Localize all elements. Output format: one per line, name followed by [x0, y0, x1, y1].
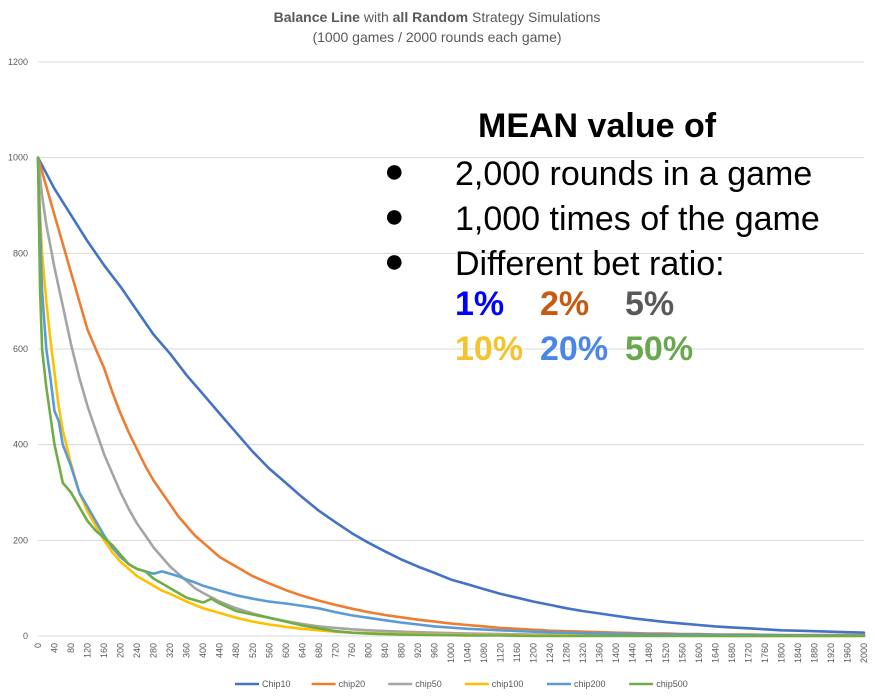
y-tick-label: 1000: [8, 153, 28, 163]
x-tick-label: 880: [396, 643, 406, 658]
x-tick-label: 840: [380, 643, 390, 658]
x-tick-label: 1760: [760, 643, 770, 663]
chart-subtitle: (1000 games / 2000 rounds each game): [312, 29, 561, 45]
x-tick-label: 120: [83, 643, 93, 658]
x-tick-label: 1800: [776, 643, 786, 663]
ratio-label: 5%: [625, 285, 674, 323]
x-tick-label: 1080: [479, 643, 489, 663]
chart-title-part: with: [360, 9, 393, 25]
x-tick-label: 2000: [859, 643, 869, 663]
x-tick-label: 40: [50, 643, 60, 653]
x-tick-label: 1640: [710, 643, 720, 663]
ratio-label: 50%: [625, 330, 693, 368]
x-tick-label: 1320: [578, 643, 588, 663]
series-line-chip200: [36, 156, 866, 637]
legend-label: chip100: [492, 679, 524, 689]
chart-title-part: Balance Line: [274, 9, 361, 25]
x-tick-label: 1000: [446, 643, 456, 663]
x-tick-label: 760: [347, 643, 357, 658]
y-tick-label: 0: [23, 631, 28, 641]
annotation-bullet: 2,000 rounds in a game: [455, 155, 812, 193]
chart-title-part: Strategy Simulations: [468, 9, 600, 25]
x-tick-label: 720: [330, 643, 340, 658]
x-tick-label: 280: [149, 643, 159, 658]
annotation-bullet: Different bet ratio:: [455, 245, 725, 283]
legend: Chip10 chip20 chip50 chip100 chip200 chip500: [235, 679, 688, 689]
x-tick-label: 520: [248, 643, 258, 658]
legend-label: chip50: [415, 679, 442, 689]
x-tick-label: 440: [215, 643, 225, 658]
x-tick-label: 1880: [809, 643, 819, 663]
x-tick-label: 200: [116, 643, 126, 658]
series-line-chip10: [36, 156, 866, 635]
x-tick-label: 1520: [661, 643, 671, 663]
x-tick-label: 1120: [496, 643, 506, 662]
bullet-dot: ●: [384, 197, 405, 235]
x-tick-label: 1240: [545, 643, 555, 663]
x-tick-label: 360: [182, 643, 192, 658]
x-tick-label: 1360: [595, 643, 605, 663]
ratio-label: 20%: [540, 330, 608, 368]
x-tick-label: 1840: [793, 643, 803, 663]
x-tick-label: 1040: [463, 643, 473, 663]
x-tick-label: 400: [198, 643, 208, 658]
x-tick-label: 480: [231, 643, 241, 658]
x-tick-label: 1960: [842, 643, 852, 663]
legend-label: chip20: [339, 679, 366, 689]
bullet-dot: ●: [384, 152, 405, 190]
annotation-heading: MEAN value of: [478, 107, 717, 145]
series-line-chip500: [36, 156, 866, 638]
x-tick-label: 960: [429, 643, 439, 658]
annotation-bullet: 1,000 times of the game: [455, 200, 820, 238]
legend-label: Chip10: [262, 679, 291, 689]
x-tick-label: 1440: [628, 643, 638, 663]
x-tick-label: 800: [363, 643, 373, 658]
ratio-label: 1%: [455, 285, 504, 323]
ratio-label: 2%: [540, 285, 589, 323]
x-tick-label: 1200: [529, 643, 539, 663]
x-axis-ticks: 0 40 80 120 160 200 240 280 320 360 400 440 480 520 56…: [33, 643, 869, 663]
y-tick-label: 800: [13, 248, 28, 258]
legend-label: chip200: [574, 679, 606, 689]
annotation-box: MEAN value of ● 2,000 rounds in a game ● 1,0…: [384, 107, 820, 368]
x-tick-label: 640: [297, 643, 307, 658]
y-tick-label: 200: [13, 535, 28, 545]
series-lines: [36, 156, 866, 638]
ratio-label: 10%: [455, 330, 523, 368]
x-tick-label: 1600: [694, 643, 704, 663]
x-tick-label: 1480: [644, 643, 654, 663]
x-tick-label: 320: [165, 643, 175, 658]
gridlines: [38, 61, 864, 637]
x-tick-label: 80: [66, 643, 76, 653]
y-tick-label: 600: [13, 344, 28, 354]
x-tick-label: 1160: [512, 643, 522, 662]
chart-title-group: Balance Line with all Random Strategy Si…: [274, 9, 601, 45]
bullet-dot: ●: [384, 242, 405, 280]
x-tick-label: 680: [314, 643, 324, 658]
x-tick-label: 1920: [826, 643, 836, 663]
x-tick-label: 1680: [727, 643, 737, 663]
chart-title: Balance Line with all Random Strategy Si…: [274, 9, 601, 25]
x-tick-label: 1280: [562, 643, 572, 663]
y-tick-label: 400: [13, 440, 28, 450]
x-tick-label: 240: [132, 643, 142, 658]
x-tick-label: 1400: [611, 643, 621, 663]
x-tick-label: 600: [281, 643, 291, 658]
chart-title-part: all Random: [393, 9, 468, 25]
x-tick-label: 0: [33, 643, 43, 648]
x-tick-label: 1560: [677, 643, 687, 663]
y-tick-label: 1200: [8, 57, 28, 67]
x-tick-label: 1720: [743, 643, 753, 663]
x-tick-label: 560: [264, 643, 274, 658]
legend-label: chip500: [656, 679, 688, 689]
x-tick-label: 920: [413, 643, 423, 658]
y-axis-ticks: 0 200 400 600 800 1000 1200: [8, 57, 28, 641]
x-tick-label: 160: [99, 643, 109, 658]
